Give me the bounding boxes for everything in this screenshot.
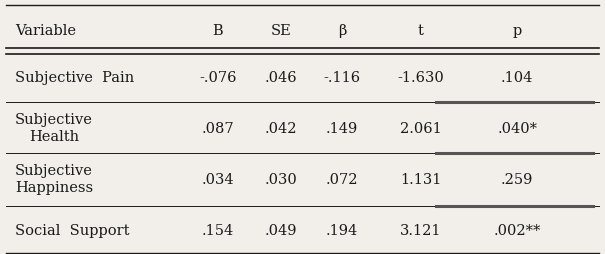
Text: Subjective
Health: Subjective Health — [15, 113, 93, 144]
Text: .087: .087 — [201, 121, 234, 135]
Text: 2.061: 2.061 — [399, 121, 442, 135]
Text: .104: .104 — [501, 71, 534, 84]
Text: Subjective
Happiness: Subjective Happiness — [15, 164, 93, 195]
Text: 1.131: 1.131 — [400, 172, 441, 186]
Text: .072: .072 — [325, 172, 358, 186]
Text: .042: .042 — [265, 121, 298, 135]
Text: p: p — [512, 24, 522, 37]
Text: .154: .154 — [201, 223, 234, 237]
Text: -1.630: -1.630 — [397, 71, 444, 84]
Text: .040*: .040* — [497, 121, 537, 135]
Text: .149: .149 — [325, 121, 358, 135]
Text: 3.121: 3.121 — [400, 223, 441, 237]
Text: Social  Support: Social Support — [15, 223, 129, 237]
Text: .034: .034 — [201, 172, 234, 186]
Text: -.076: -.076 — [199, 71, 237, 84]
Text: .002**: .002** — [494, 223, 541, 237]
Text: β: β — [338, 24, 346, 37]
Text: .046: .046 — [265, 71, 298, 84]
Text: .049: .049 — [265, 223, 298, 237]
Text: .030: .030 — [265, 172, 298, 186]
Text: .194: .194 — [325, 223, 358, 237]
Text: Subjective  Pain: Subjective Pain — [15, 71, 134, 84]
Text: Variable: Variable — [15, 24, 76, 37]
Text: t: t — [417, 24, 424, 37]
Text: SE: SE — [271, 24, 292, 37]
Text: B: B — [212, 24, 223, 37]
Text: .259: .259 — [501, 172, 534, 186]
Text: -.116: -.116 — [323, 71, 361, 84]
